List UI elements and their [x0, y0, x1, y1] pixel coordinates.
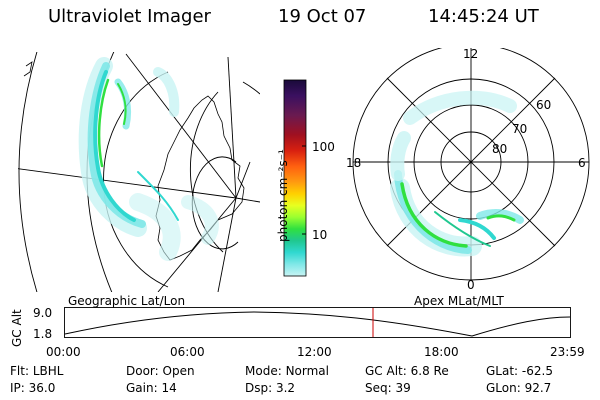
meridian: [235, 161, 251, 199]
geo-panel-label: Geographic Lat/Lon: [68, 294, 186, 308]
meridian: [217, 197, 237, 292]
info-gain: Gain: 14: [126, 381, 177, 395]
info-mode: Mode: Normal: [245, 364, 329, 378]
mlat-label-70: 70: [512, 122, 528, 136]
info-gc-alt: GC Alt: 6.8 Re: [365, 364, 449, 378]
info-glon: GLon: 92.7: [486, 381, 552, 395]
meridian: [227, 56, 237, 199]
polar-panel-label: Apex MLat/MLT: [414, 294, 504, 308]
info-filter: Flt: LBHL: [10, 364, 64, 378]
altitude-xtick: 12:00: [297, 345, 332, 359]
colorbar: [283, 79, 307, 277]
info-door: Door: Open: [126, 364, 195, 378]
info-dsp: Dsp: 3.2: [245, 381, 296, 395]
mlat-label-80: 80: [492, 142, 508, 156]
mlt-label-0: 0: [467, 278, 475, 292]
altitude-ytick-max: 9.0: [33, 306, 53, 320]
lat-circle-outer: [18, 52, 38, 292]
altitude-xtick: 23:59: [550, 345, 585, 359]
mlt-label-18: 18: [346, 156, 362, 170]
altitude-curve: [64, 311, 571, 337]
colorbar-scale: [283, 79, 307, 277]
info-glat: GLat: -62.5: [486, 364, 553, 378]
mlat-label-60: 60: [536, 98, 552, 112]
altitude-ytick-min: 1.8: [33, 327, 53, 341]
colorbar-tick-100: 100: [312, 140, 335, 154]
instrument-title: Ultraviolet Imager: [48, 6, 211, 27]
aurora-emission: [78, 57, 219, 261]
image-date: 19 Oct 07: [278, 6, 367, 27]
mlt-label-6: 6: [578, 156, 586, 170]
geographic-map: [18, 52, 260, 292]
altitude-ylabel: GC Alt: [10, 309, 24, 347]
altitude-xtick: 18:00: [424, 345, 459, 359]
meridian: [18, 168, 237, 199]
altitude-plot: [64, 307, 571, 338]
lat-circle: [103, 71, 169, 288]
altitude-xtick: 00:00: [46, 345, 81, 359]
altitude-xtick: 06:00: [170, 345, 205, 359]
coastline-fragment: [23, 61, 33, 77]
mlt-label-12: 12: [463, 47, 479, 61]
info-seq: Seq: 39: [365, 381, 411, 395]
meridian: [157, 197, 237, 292]
aurora-oval: [390, 90, 524, 257]
polar-plot: [352, 48, 590, 281]
coastline: [155, 95, 245, 261]
meridian: [125, 53, 237, 199]
colorbar-tick-10: 10: [312, 228, 328, 242]
info-ip: IP: 36.0: [10, 381, 56, 395]
colorbar-unit: photon cm⁻²s⁻¹: [276, 149, 290, 242]
image-time: 14:45:24 UT: [428, 6, 539, 27]
lat-circle: [242, 81, 260, 95]
meridian: [235, 197, 260, 203]
